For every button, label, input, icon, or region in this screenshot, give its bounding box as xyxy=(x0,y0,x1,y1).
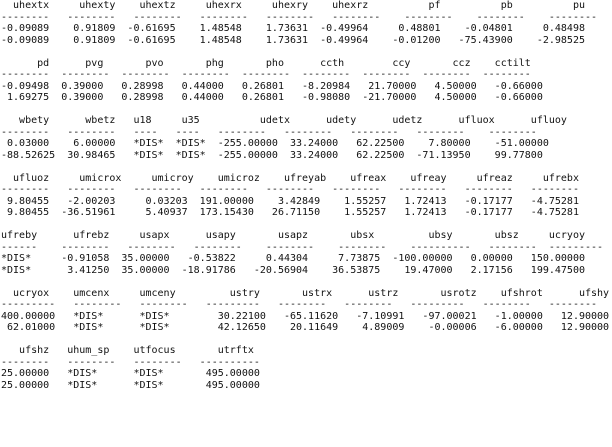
separator-line: --------- -------- -------- --------- --… xyxy=(1,299,598,310)
header-line: ucryox umcenx umceny ustry ustrx ustrz u… xyxy=(1,287,610,299)
header-line: ufshz uhum_sp utfocus utrftx xyxy=(1,345,254,356)
value-line: -0.09498 0.39000 0.28998 0.44000 0.26801… xyxy=(1,80,543,92)
separator-line: -------- -------- -------- ---------- xyxy=(1,356,260,368)
header-line: uhextx uhexty uhextz uhexrx uhexry uhexr… xyxy=(1,0,585,11)
separator-line: -------- -------- -------- -------- ----… xyxy=(1,69,531,80)
blank-line xyxy=(1,334,609,346)
separator-line: -------- -------- -------- -------- ----… xyxy=(1,184,579,195)
value-line: 0.03000 6.00000 *DIS* *DIS* -255.00000 3… xyxy=(1,138,549,149)
separator-line: -------- -------- ---- ---- -------- ---… xyxy=(1,126,537,138)
value-line: *DIS* 3.41250 35.00000 -18.91786 -20.569… xyxy=(1,264,585,276)
blank-line xyxy=(1,219,609,231)
value-line: 9.80455 -36.51961 5.40937 173.15430 26.7… xyxy=(1,207,579,218)
value-line: *DIS* -0.91058 35.00000 -0.53822 0.44304… xyxy=(1,253,585,264)
header-line: wbety wbetz u18 u35 udetx udety udetz uf… xyxy=(1,115,567,126)
header-line: ufreby ufrebz usapx usapy usapz ubsx ubs… xyxy=(1,230,585,241)
blank-line xyxy=(1,161,609,173)
header-line: ufluoz umicrox umicroy umicroz ufreyab u… xyxy=(1,172,579,184)
blank-line xyxy=(1,46,609,58)
value-line: 62.01000 *DIS* *DIS* 42.12650 20.11649 4… xyxy=(1,322,610,333)
blank-line xyxy=(1,276,609,288)
blank-line xyxy=(1,104,609,116)
value-line: 9.80455 -2.00203 0.03203 191.00000 3.428… xyxy=(1,195,579,207)
header-line: pd pvg pvo phg pho ccth ccy ccz cctilt xyxy=(1,57,531,69)
value-line: 25.00000 *DIS* *DIS* 495.00000 xyxy=(1,368,260,379)
separator-line: ------ -------- -------- -------- ------… xyxy=(1,241,604,253)
separator-line: -------- -------- -------- -------- ----… xyxy=(1,11,598,23)
value-line: 25.00000 *DIS* *DIS* 495.00000 xyxy=(1,379,260,391)
value-line: -0.09089 0.91809 -0.61695 1.48548 1.7363… xyxy=(1,23,585,34)
value-line: -0.09089 0.91809 -0.61695 1.48548 1.7363… xyxy=(1,34,585,46)
value-line: 1.69275 0.39000 0.28998 0.44000 0.26801 … xyxy=(1,92,543,103)
value-line: -88.52625 30.98465 *DIS* *DIS* -255.0000… xyxy=(1,149,543,161)
terminal-output: uhextx uhexty uhextz uhexrx uhexry uhexr… xyxy=(1,0,610,391)
value-line: 400.00000 *DIS* *DIS* 30.22100 -65.11620… xyxy=(1,310,610,322)
